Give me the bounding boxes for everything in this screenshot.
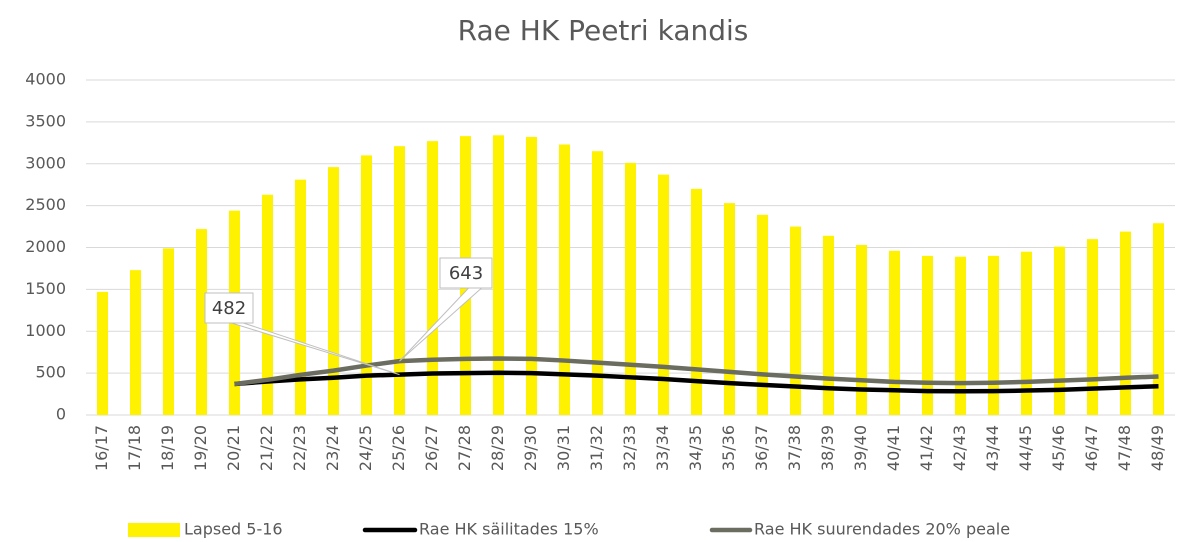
x-tick-label: 45/46: [1049, 425, 1068, 471]
bar: [691, 188, 702, 415]
bar: [988, 255, 999, 415]
x-tick-label: 19/20: [191, 425, 210, 471]
legend-label: Rae HK suurendades 20% peale: [754, 520, 1010, 539]
x-tick-label: 44/45: [1016, 425, 1035, 471]
x-tick-label: 38/39: [818, 425, 837, 471]
bar: [592, 151, 603, 415]
callout-pointer: [399, 287, 482, 362]
x-tick-label: 28/29: [488, 425, 507, 471]
x-tick-label: 18/19: [158, 425, 177, 471]
x-tick-label: 46/47: [1082, 425, 1101, 471]
bar: [1120, 231, 1131, 415]
y-tick-label: 3500: [25, 111, 66, 130]
bar: [625, 162, 636, 415]
y-tick-label: 1500: [25, 279, 66, 298]
x-tick-label: 37/38: [785, 425, 804, 471]
bar: [97, 291, 108, 415]
x-tick-label: 48/49: [1148, 425, 1167, 471]
y-tick-label: 3000: [25, 153, 66, 172]
bar: [196, 229, 207, 415]
callout-box: [204, 292, 254, 324]
bar: [130, 270, 141, 415]
bar: [361, 155, 372, 415]
bar: [295, 179, 306, 415]
x-tick-label: 16/17: [92, 425, 111, 471]
bar: [955, 256, 966, 415]
bar: [1021, 251, 1032, 415]
bar: [262, 194, 273, 415]
y-tick-label: 0: [56, 405, 66, 424]
x-tick-label: 30/31: [554, 425, 573, 471]
x-tick-label: 35/36: [719, 425, 738, 471]
x-tick-label: 24/25: [356, 425, 375, 471]
data-label: 643: [449, 263, 483, 284]
bar: [724, 203, 735, 415]
bar: [658, 174, 669, 415]
x-tick-label: 40/41: [884, 425, 903, 471]
x-tick-label: 41/42: [917, 425, 936, 471]
x-tick-label: 33/34: [653, 425, 672, 471]
legend-label: Lapsed 5-16: [184, 520, 283, 539]
x-tick-label: 36/37: [752, 425, 771, 471]
bar: [328, 167, 339, 415]
bar: [922, 255, 933, 415]
x-tick-label: 47/48: [1115, 425, 1134, 471]
bar: [790, 226, 801, 415]
bar: [427, 141, 438, 415]
bar: [856, 244, 867, 415]
bar: [1054, 246, 1065, 415]
bar: [526, 136, 537, 415]
x-tick-label: 27/28: [455, 425, 474, 471]
callout-box: [439, 257, 493, 289]
y-tick-label: 2500: [25, 195, 66, 214]
bar: [1087, 239, 1098, 415]
x-tick-label: 32/33: [620, 425, 639, 471]
chart-title: Rae HK Peetri kandis: [458, 14, 749, 47]
x-tick-label: 21/22: [257, 425, 276, 471]
bar: [559, 144, 570, 416]
x-tick-label: 20/21: [224, 425, 243, 471]
bar: [889, 250, 900, 415]
y-tick-label: 1000: [25, 321, 66, 340]
bar: [493, 135, 504, 415]
legend-label: Rae HK säilitades 15%: [419, 520, 599, 539]
bar: [394, 146, 405, 415]
y-tick-label: 500: [35, 363, 66, 382]
line-series: [234, 356, 1159, 387]
x-tick-label: 22/23: [290, 425, 309, 471]
y-tick-label: 4000: [25, 70, 66, 89]
x-tick-label: 31/32: [587, 425, 606, 471]
y-tick-label: 2000: [25, 237, 66, 256]
x-tick-label: 43/44: [983, 425, 1002, 471]
bar: [1153, 223, 1164, 415]
x-tick-label: 34/35: [686, 425, 705, 471]
x-tick-label: 39/40: [851, 425, 870, 471]
callout-pointer: [231, 322, 400, 376]
bar: [823, 235, 834, 415]
x-tick-label: 29/30: [521, 425, 540, 471]
x-tick-label: 42/43: [950, 425, 969, 471]
line-series: [234, 370, 1159, 394]
data-label: 482: [212, 298, 246, 319]
x-tick-label: 25/26: [389, 425, 408, 471]
bar: [757, 214, 768, 415]
x-tick-label: 26/27: [422, 425, 441, 471]
bar: [163, 248, 174, 415]
x-tick-label: 23/24: [323, 425, 342, 471]
x-tick-label: 17/18: [125, 425, 144, 471]
legend-swatch: [128, 523, 180, 537]
